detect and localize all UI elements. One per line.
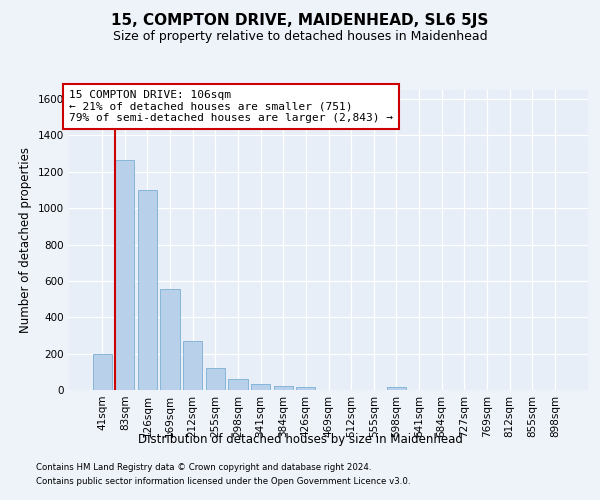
Bar — [229, 380, 248, 390]
Bar — [183, 341, 202, 390]
Bar — [92, 354, 112, 390]
Text: Size of property relative to detached houses in Maidenhead: Size of property relative to detached ho… — [113, 30, 487, 43]
Bar — [160, 288, 180, 390]
Text: Distribution of detached houses by size in Maidenhead: Distribution of detached houses by size … — [137, 432, 463, 446]
Bar — [115, 160, 134, 390]
Bar — [296, 388, 316, 390]
Bar — [274, 386, 293, 390]
Bar — [206, 368, 225, 390]
Text: 15, COMPTON DRIVE, MAIDENHEAD, SL6 5JS: 15, COMPTON DRIVE, MAIDENHEAD, SL6 5JS — [112, 12, 488, 28]
Bar — [138, 190, 157, 390]
Text: Contains public sector information licensed under the Open Government Licence v3: Contains public sector information licen… — [36, 477, 410, 486]
Bar — [387, 388, 406, 390]
Bar — [251, 384, 270, 390]
Text: Contains HM Land Registry data © Crown copyright and database right 2024.: Contains HM Land Registry data © Crown c… — [36, 464, 371, 472]
Y-axis label: Number of detached properties: Number of detached properties — [19, 147, 32, 333]
Text: 15 COMPTON DRIVE: 106sqm
← 21% of detached houses are smaller (751)
79% of semi-: 15 COMPTON DRIVE: 106sqm ← 21% of detach… — [69, 90, 393, 123]
